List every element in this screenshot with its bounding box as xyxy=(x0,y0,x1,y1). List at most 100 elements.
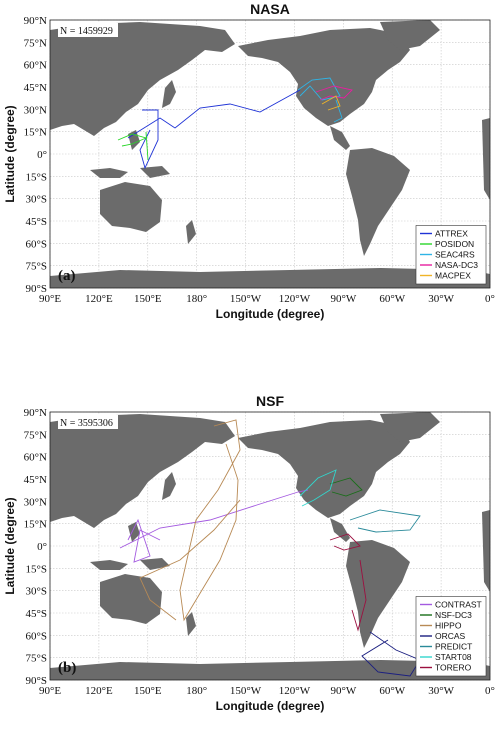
panel-nasa: NASA xyxy=(3,1,495,321)
y-tick-label: 60°N xyxy=(24,452,47,464)
flight-track xyxy=(139,499,241,621)
flight-track xyxy=(297,77,341,101)
x-tick-labels: 90°E 120°E 150°E 180° 150°W 120°W 90°W 60°W 30°W… xyxy=(39,685,495,697)
panel-label: (a) xyxy=(58,268,76,284)
y-tick-label: 30°N xyxy=(24,104,47,116)
y-tick-label: 90°S xyxy=(25,283,47,295)
map-frame xyxy=(49,411,491,681)
flight-track xyxy=(145,131,149,161)
land-masses xyxy=(50,412,490,680)
legend-entry: HIPPO xyxy=(435,621,462,631)
y-tick-label: 15°S xyxy=(25,563,47,575)
y-tick-label: 30°S xyxy=(25,586,47,598)
flight-tracks xyxy=(117,77,353,170)
flight-track xyxy=(333,99,343,123)
x-tick-label: 30°W xyxy=(428,685,454,697)
flight-track xyxy=(361,631,421,677)
flight-track xyxy=(315,85,353,101)
legend-entry: START08 xyxy=(435,652,472,662)
count-label: N = 1459929 xyxy=(60,26,113,37)
flight-track xyxy=(351,559,367,632)
y-tick-label: 75°N xyxy=(24,429,47,441)
y-tick-label: 30°N xyxy=(24,496,47,508)
x-tick-label: 150°E xyxy=(134,293,162,305)
flight-track xyxy=(329,477,363,497)
flight-track xyxy=(139,109,159,170)
x-tick-label: 180° xyxy=(186,293,207,305)
y-axis-label: Latitude (degree) xyxy=(3,497,17,594)
legend-entry: PREDICT xyxy=(435,642,472,652)
x-tick-labels: 90°E 120°E 150°E 180° 150°W 120°W 90°W 60°W 30°W… xyxy=(39,293,495,305)
y-tick-label: 90°N xyxy=(24,407,47,419)
flight-track xyxy=(299,469,337,507)
panel-title: NASA xyxy=(250,1,290,17)
grid-lines xyxy=(49,19,491,289)
y-tick-label: 60°N xyxy=(24,60,47,72)
flight-track xyxy=(127,89,301,139)
y-tick-label: 90°N xyxy=(24,15,47,27)
x-tick-label: 120°E xyxy=(85,685,113,697)
legend-entry: TORERO xyxy=(435,663,472,673)
legend-entry: NSF-DC3 xyxy=(435,610,472,620)
legend: CONTRASTNSF-DC3HIPPOORCASPREDICTSTART08T… xyxy=(415,596,487,677)
flight-track xyxy=(179,419,241,622)
y-tick-label: 60°S xyxy=(25,630,47,642)
flight-track xyxy=(127,518,161,563)
x-tick-label: 90°W xyxy=(330,685,356,697)
x-tick-label: 30°W xyxy=(428,293,454,305)
y-tick-label: 45°N xyxy=(24,82,47,94)
y-tick-label: 15°S xyxy=(25,171,47,183)
legend-entry: CONTRAST xyxy=(435,600,482,610)
x-tick-label: 0° xyxy=(485,293,495,305)
count-box xyxy=(58,415,118,429)
y-axis-label: Latitude (degree) xyxy=(3,105,17,202)
x-axis-label: Longitude (degree) xyxy=(216,699,325,713)
x-tick-label: 120°W xyxy=(279,293,311,305)
flight-tracks xyxy=(119,419,421,677)
panel-nsf: NSF N = 3595306 (b) CONTRASTNSF-DC3HIPPO… xyxy=(3,393,495,713)
y-tick-label: 30°S xyxy=(25,194,47,206)
flight-track xyxy=(349,509,421,533)
y-tick-label: 15°N xyxy=(24,127,47,139)
x-tick-label: 90°E xyxy=(39,685,61,697)
x-tick-label: 60°W xyxy=(379,293,405,305)
y-tick-labels: 90°N 75°N 60°N 45°N 30°N 15°N 0° 15°S 30°S 45°S 60… xyxy=(24,15,47,295)
y-tick-label: 75°N xyxy=(24,37,47,49)
legend-entry: NASA-DC3 xyxy=(435,260,478,270)
y-tick-label: 45°S xyxy=(25,216,47,228)
count-label: N = 3595306 xyxy=(60,418,113,429)
y-tick-label: 60°S xyxy=(25,238,47,250)
x-tick-label: 150°W xyxy=(230,293,262,305)
legend-entry: POSIDON xyxy=(435,239,474,249)
x-tick-label: 90°E xyxy=(39,293,61,305)
y-tick-labels: 90°N 75°N 60°N 45°N 30°N 15°N 0° 15°S 30°S 45°S 60… xyxy=(24,407,47,687)
flight-track xyxy=(321,95,341,111)
y-tick-label: 15°N xyxy=(24,519,47,531)
legend-entry: SEAC4RS xyxy=(435,250,475,260)
y-tick-label: 45°N xyxy=(24,474,47,486)
x-tick-label: 180° xyxy=(186,685,207,697)
x-tick-label: 0° xyxy=(485,685,495,697)
legend-entry: ORCAS xyxy=(435,631,466,641)
x-axis-label: Longitude (degree) xyxy=(216,307,325,321)
x-tick-label: 120°W xyxy=(279,685,311,697)
y-tick-label: 0° xyxy=(37,149,47,161)
y-tick-label: 90°S xyxy=(25,675,47,687)
flight-track xyxy=(119,489,309,549)
y-tick-label: 75°S xyxy=(25,261,47,273)
flight-track xyxy=(329,533,361,551)
panel-title: NSF xyxy=(256,393,284,409)
x-tick-label: 60°W xyxy=(379,685,405,697)
panel-label: (b) xyxy=(58,660,76,676)
land-masses xyxy=(50,20,490,288)
legend-entry: MACPEX xyxy=(435,271,471,281)
x-tick-label: 90°W xyxy=(330,293,356,305)
x-tick-label: 120°E xyxy=(85,293,113,305)
y-tick-label: 75°S xyxy=(25,653,47,665)
x-tick-label: 150°W xyxy=(230,685,262,697)
legend-entry: ATTREX xyxy=(435,229,468,239)
y-tick-label: 45°S xyxy=(25,608,47,620)
y-tick-label: 0° xyxy=(37,541,47,553)
